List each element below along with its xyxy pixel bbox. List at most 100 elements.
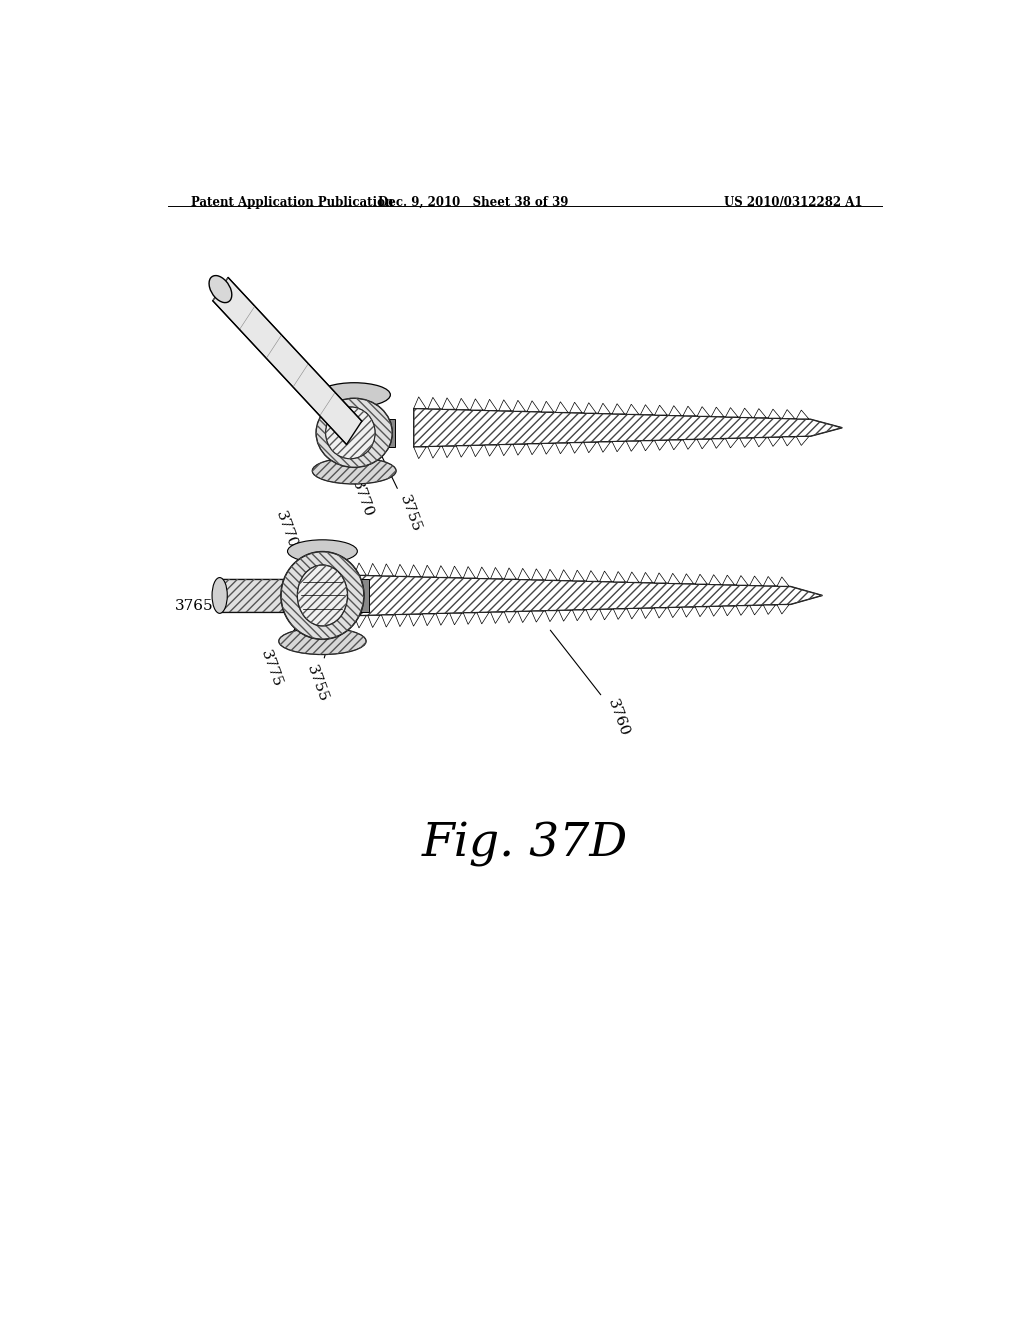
Polygon shape [470,446,483,457]
Polygon shape [627,609,639,619]
Polygon shape [569,442,582,453]
Polygon shape [499,445,511,455]
Polygon shape [586,610,598,620]
Ellipse shape [212,578,227,614]
Text: Dec. 9, 2010   Sheet 38 of 39: Dec. 9, 2010 Sheet 38 of 39 [378,195,568,209]
Polygon shape [777,577,790,586]
Ellipse shape [326,407,375,459]
Ellipse shape [318,383,390,407]
Polygon shape [712,407,724,417]
Polygon shape [220,579,284,611]
Polygon shape [213,277,361,445]
Polygon shape [490,568,503,578]
Polygon shape [382,564,393,576]
Polygon shape [504,568,516,579]
Polygon shape [422,614,434,626]
Polygon shape [763,605,775,614]
Ellipse shape [281,552,364,639]
Polygon shape [768,437,780,446]
Text: 3755: 3755 [382,455,423,535]
Polygon shape [709,606,721,616]
Polygon shape [612,404,625,414]
Polygon shape [463,612,475,624]
Text: 3770: 3770 [273,508,300,558]
Polygon shape [600,572,611,582]
Polygon shape [736,606,749,615]
Polygon shape [683,440,695,449]
Polygon shape [373,418,395,446]
Polygon shape [654,441,667,450]
Polygon shape [668,573,680,583]
Polygon shape [457,399,469,409]
Polygon shape [572,570,585,581]
Polygon shape [484,399,497,411]
Polygon shape [422,565,434,577]
Polygon shape [768,409,780,418]
Polygon shape [600,610,611,620]
Polygon shape [484,445,497,457]
Polygon shape [572,610,585,620]
Polygon shape [712,440,724,449]
Polygon shape [545,569,557,579]
Polygon shape [531,611,544,622]
Polygon shape [682,607,693,618]
Polygon shape [527,444,540,454]
Polygon shape [709,574,721,585]
Polygon shape [584,403,596,413]
Polygon shape [725,408,738,417]
Polygon shape [555,401,568,412]
Polygon shape [470,399,483,411]
Polygon shape [584,442,596,453]
Text: 3775: 3775 [258,622,300,689]
Polygon shape [598,442,610,453]
Polygon shape [777,605,790,614]
Polygon shape [613,609,626,619]
Polygon shape [654,573,667,583]
Text: 3760: 3760 [550,630,632,738]
Polygon shape [559,570,570,581]
Polygon shape [613,572,626,582]
Polygon shape [697,407,710,416]
Polygon shape [559,610,570,622]
Polygon shape [586,570,598,581]
Ellipse shape [297,565,347,626]
Polygon shape [725,438,738,447]
Polygon shape [428,397,440,409]
Polygon shape [354,616,367,628]
Polygon shape [697,440,710,449]
Polygon shape [354,562,367,576]
Polygon shape [463,566,475,578]
Polygon shape [797,437,809,445]
Polygon shape [477,568,488,578]
Polygon shape [499,400,511,411]
Polygon shape [450,566,462,578]
Polygon shape [354,576,822,616]
Polygon shape [518,569,529,579]
Polygon shape [545,611,557,622]
Polygon shape [654,405,667,414]
Polygon shape [682,574,693,583]
Polygon shape [477,612,488,624]
Polygon shape [368,564,380,576]
Polygon shape [428,446,440,458]
Polygon shape [640,405,653,414]
Polygon shape [409,614,421,626]
Polygon shape [504,612,516,623]
Text: 3770: 3770 [345,446,375,520]
Polygon shape [763,577,775,586]
Polygon shape [640,441,653,451]
Ellipse shape [209,276,231,302]
Polygon shape [627,572,639,582]
Text: 3765: 3765 [174,591,276,612]
Polygon shape [683,407,695,416]
Polygon shape [569,403,582,413]
Ellipse shape [316,399,392,467]
Polygon shape [641,573,652,582]
Text: Fig. 37D: Fig. 37D [422,822,628,867]
Polygon shape [442,446,455,458]
Polygon shape [531,569,544,579]
Polygon shape [513,445,525,455]
Polygon shape [513,400,525,411]
Polygon shape [442,397,455,409]
Polygon shape [598,403,610,413]
